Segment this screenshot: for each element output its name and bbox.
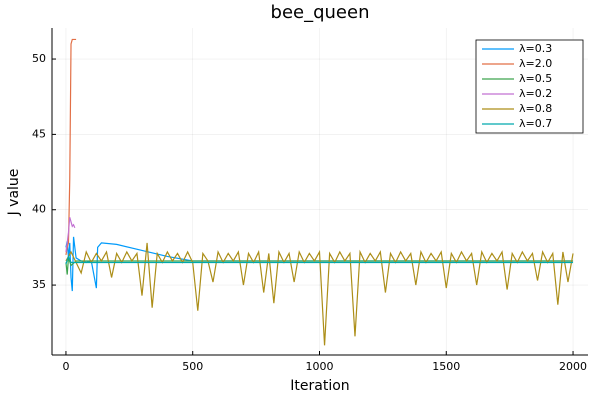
y-axis-label: J value	[6, 169, 22, 217]
series-line	[65, 217, 76, 253]
y-tick-label: 50	[32, 52, 46, 65]
x-tick-label: 500	[182, 360, 203, 373]
y-tick-label: 35	[32, 278, 46, 291]
legend-box	[475, 39, 584, 134]
chart-title: bee_queen	[271, 2, 370, 23]
x-tick-label: 2000	[559, 360, 587, 373]
legend-label: λ=0.8	[519, 102, 552, 115]
series-line	[65, 257, 574, 275]
series-line	[65, 254, 574, 265]
y-tick-label: 45	[32, 127, 46, 140]
legend-label: λ=0.5	[519, 72, 552, 85]
x-tick-label: 0	[62, 360, 69, 373]
legend-label: λ=0.2	[519, 87, 552, 100]
x-tick-label: 1000	[305, 360, 333, 373]
legend-label: λ=2.0	[519, 57, 552, 70]
series-line	[65, 242, 574, 346]
x-tick-label: 1500	[432, 360, 460, 373]
y-tick-label: 40	[32, 203, 46, 216]
series-line	[65, 38, 77, 256]
legend-label: λ=0.3	[519, 42, 552, 55]
legend-label: λ=0.7	[519, 117, 552, 130]
x-axis-label: Iteration	[290, 378, 349, 394]
